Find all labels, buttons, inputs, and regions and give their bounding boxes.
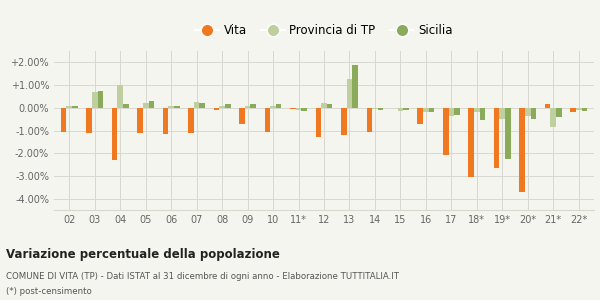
Bar <box>327 104 332 108</box>
Bar <box>265 108 270 132</box>
Bar <box>499 108 505 119</box>
Bar <box>347 80 352 108</box>
Bar <box>225 104 230 108</box>
Bar <box>352 64 358 108</box>
Bar <box>239 108 245 124</box>
Bar <box>174 106 179 108</box>
Bar <box>276 104 281 108</box>
Text: (*) post-censimento: (*) post-censimento <box>6 287 92 296</box>
Bar <box>520 108 525 192</box>
Bar <box>149 101 154 108</box>
Bar <box>341 108 347 135</box>
Bar <box>479 108 485 120</box>
Bar <box>199 103 205 108</box>
Bar <box>137 108 143 133</box>
Text: COMUNE DI VITA (TP) - Dati ISTAT al 31 dicembre di ogni anno - Elaborazione TUTT: COMUNE DI VITA (TP) - Dati ISTAT al 31 d… <box>6 272 399 281</box>
Bar <box>163 108 169 134</box>
Bar <box>61 108 67 132</box>
Bar <box>403 108 409 110</box>
Bar <box>581 108 587 111</box>
Bar <box>474 108 479 112</box>
Bar <box>169 106 174 108</box>
Bar <box>556 108 562 117</box>
Bar <box>505 108 511 159</box>
Bar <box>194 102 199 108</box>
Bar <box>469 108 474 177</box>
Bar <box>545 104 550 108</box>
Bar <box>290 108 296 109</box>
Bar <box>301 108 307 111</box>
Bar <box>443 108 449 155</box>
Bar <box>143 103 149 108</box>
Bar <box>123 104 128 108</box>
Bar <box>449 108 454 116</box>
Bar <box>367 108 372 132</box>
Bar <box>321 103 327 108</box>
Legend: Vita, Provincia di TP, Sicilia: Vita, Provincia di TP, Sicilia <box>193 22 455 40</box>
Bar <box>118 85 123 108</box>
Bar <box>571 108 576 112</box>
Bar <box>214 108 220 110</box>
Bar <box>86 108 92 133</box>
Bar <box>72 106 77 108</box>
Bar <box>398 108 403 111</box>
Bar <box>428 108 434 112</box>
Bar <box>378 108 383 110</box>
Bar <box>316 108 321 137</box>
Text: Variazione percentuale della popolazione: Variazione percentuale della popolazione <box>6 248 280 261</box>
Bar <box>296 108 301 110</box>
Bar <box>92 92 98 108</box>
Bar <box>220 106 225 108</box>
Bar <box>67 106 72 108</box>
Bar <box>270 106 276 108</box>
Bar <box>245 106 250 108</box>
Bar <box>530 108 536 119</box>
Bar <box>576 108 581 110</box>
Bar <box>525 108 530 116</box>
Bar <box>494 108 499 168</box>
Bar <box>454 108 460 115</box>
Bar <box>112 108 118 160</box>
Bar <box>423 108 428 112</box>
Bar <box>188 108 194 133</box>
Bar <box>550 108 556 127</box>
Bar <box>372 108 378 109</box>
Bar <box>418 108 423 124</box>
Bar <box>98 91 103 108</box>
Bar <box>250 104 256 108</box>
